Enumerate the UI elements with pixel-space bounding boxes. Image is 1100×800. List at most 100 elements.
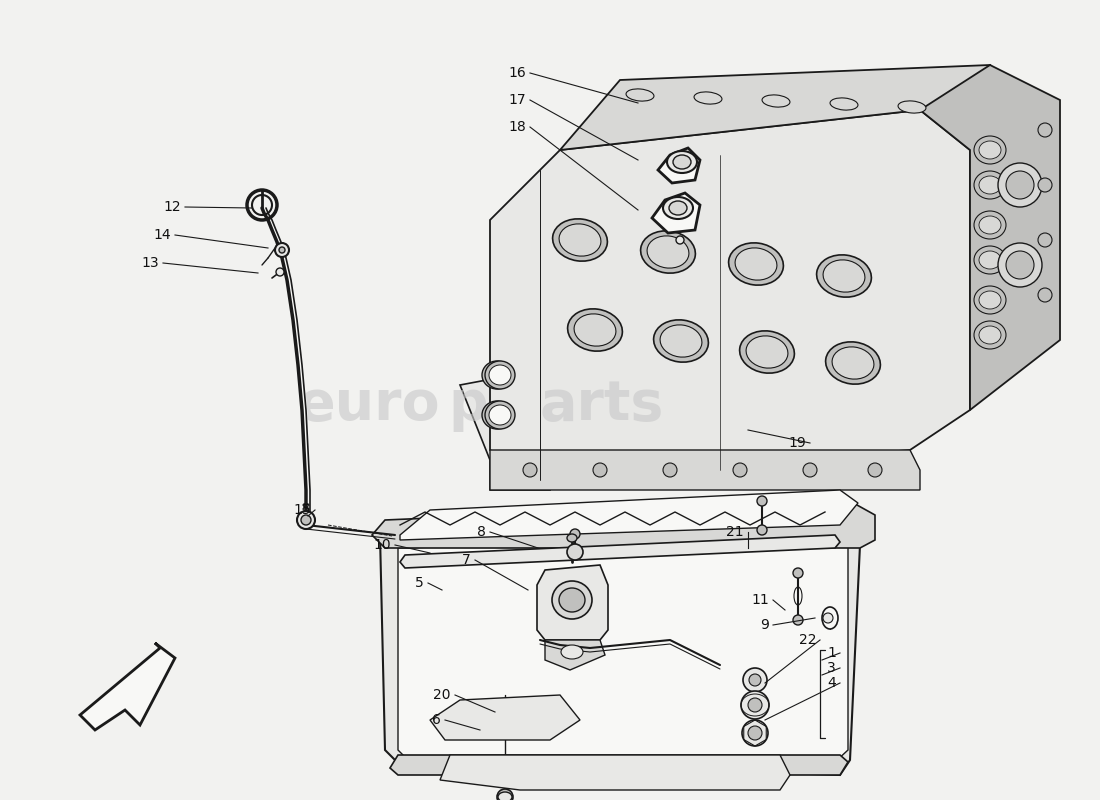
Polygon shape: [490, 110, 970, 480]
Circle shape: [275, 243, 289, 257]
Ellipse shape: [826, 342, 880, 384]
Ellipse shape: [552, 219, 607, 261]
Ellipse shape: [626, 89, 654, 101]
Circle shape: [497, 789, 513, 800]
Ellipse shape: [667, 151, 697, 173]
Circle shape: [741, 691, 769, 719]
Polygon shape: [658, 148, 700, 183]
Ellipse shape: [490, 405, 512, 425]
Circle shape: [1006, 171, 1034, 199]
Text: 7: 7: [462, 553, 471, 567]
Ellipse shape: [816, 255, 871, 297]
Circle shape: [733, 463, 747, 477]
Circle shape: [1038, 288, 1052, 302]
Text: 8: 8: [477, 525, 486, 539]
Ellipse shape: [974, 321, 1006, 349]
Polygon shape: [400, 490, 858, 540]
Text: 16: 16: [508, 66, 526, 80]
Polygon shape: [379, 505, 870, 775]
Ellipse shape: [746, 336, 788, 368]
Circle shape: [757, 496, 767, 506]
Circle shape: [522, 463, 537, 477]
Polygon shape: [652, 193, 700, 233]
Ellipse shape: [647, 236, 689, 268]
Polygon shape: [460, 370, 550, 490]
Ellipse shape: [974, 136, 1006, 164]
Polygon shape: [80, 643, 175, 730]
Ellipse shape: [739, 331, 794, 373]
Ellipse shape: [974, 246, 1006, 274]
Ellipse shape: [974, 171, 1006, 199]
Text: 18: 18: [508, 120, 526, 134]
Ellipse shape: [673, 155, 691, 169]
Ellipse shape: [823, 260, 865, 292]
Circle shape: [868, 463, 882, 477]
Circle shape: [1006, 251, 1034, 279]
Circle shape: [998, 243, 1042, 287]
Ellipse shape: [830, 98, 858, 110]
Polygon shape: [398, 528, 848, 762]
Ellipse shape: [482, 361, 512, 389]
Ellipse shape: [974, 286, 1006, 314]
Ellipse shape: [566, 534, 578, 542]
Text: 19: 19: [789, 436, 806, 450]
Polygon shape: [544, 640, 605, 670]
Circle shape: [823, 613, 833, 623]
Circle shape: [748, 726, 762, 740]
Ellipse shape: [974, 211, 1006, 239]
Polygon shape: [400, 535, 840, 568]
Text: 1: 1: [827, 646, 836, 660]
Polygon shape: [490, 450, 920, 490]
Text: 9: 9: [760, 618, 769, 632]
Ellipse shape: [640, 231, 695, 273]
Ellipse shape: [660, 325, 702, 357]
Polygon shape: [390, 755, 848, 775]
Ellipse shape: [486, 405, 508, 425]
Text: 13: 13: [142, 256, 160, 270]
Polygon shape: [372, 500, 874, 548]
Text: 10: 10: [373, 538, 390, 552]
Ellipse shape: [559, 588, 585, 612]
Ellipse shape: [498, 792, 512, 800]
Polygon shape: [920, 65, 1060, 410]
Ellipse shape: [566, 544, 583, 560]
Circle shape: [998, 163, 1042, 207]
Polygon shape: [430, 695, 580, 740]
Text: 21: 21: [726, 525, 744, 539]
Circle shape: [593, 463, 607, 477]
Ellipse shape: [485, 401, 515, 429]
Circle shape: [570, 529, 580, 539]
Ellipse shape: [694, 92, 722, 104]
Ellipse shape: [486, 365, 508, 385]
Ellipse shape: [653, 320, 708, 362]
Ellipse shape: [979, 216, 1001, 234]
Text: p: p: [448, 378, 487, 432]
Text: 3: 3: [827, 661, 836, 675]
Ellipse shape: [898, 101, 926, 113]
Circle shape: [1038, 233, 1052, 247]
Text: 17: 17: [508, 93, 526, 107]
Circle shape: [742, 668, 767, 692]
Circle shape: [748, 698, 762, 712]
Circle shape: [1038, 178, 1052, 192]
Text: 22: 22: [799, 633, 816, 647]
Text: 20: 20: [433, 688, 451, 702]
Ellipse shape: [561, 645, 583, 659]
Circle shape: [663, 463, 676, 477]
Text: euro: euro: [297, 378, 440, 432]
Circle shape: [803, 463, 817, 477]
Polygon shape: [440, 755, 790, 790]
Ellipse shape: [663, 197, 693, 219]
Ellipse shape: [490, 365, 512, 385]
Circle shape: [297, 511, 315, 529]
Polygon shape: [560, 65, 990, 150]
Circle shape: [1038, 123, 1052, 137]
Circle shape: [757, 525, 767, 535]
Ellipse shape: [979, 291, 1001, 309]
Text: 12: 12: [164, 200, 182, 214]
Ellipse shape: [762, 95, 790, 107]
Text: 11: 11: [751, 593, 769, 607]
Circle shape: [276, 268, 284, 276]
Ellipse shape: [676, 236, 684, 244]
Text: 4: 4: [827, 676, 836, 690]
